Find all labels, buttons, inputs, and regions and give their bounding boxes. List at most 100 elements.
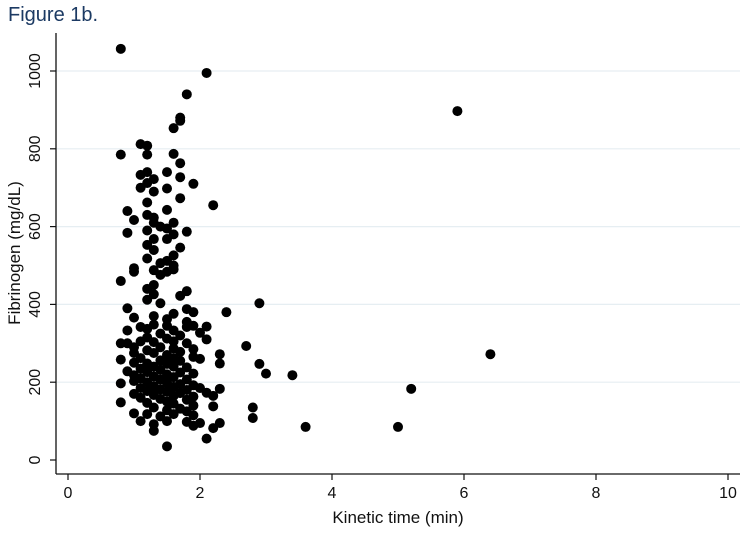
data-point [168, 372, 179, 383]
x-tick-label: 10 [719, 485, 737, 502]
data-point [201, 433, 212, 444]
data-point [175, 172, 186, 183]
x-tick-label: 0 [64, 485, 73, 502]
data-point [221, 307, 232, 318]
data-point [142, 140, 153, 151]
data-point [148, 402, 159, 413]
data-point [155, 342, 166, 353]
data-point [188, 344, 199, 355]
data-point [162, 441, 172, 452]
data-point [214, 349, 225, 360]
y-tick-label: 1000 [27, 53, 44, 89]
data-point [247, 402, 258, 413]
y-tick-label: 400 [27, 291, 44, 318]
data-point [142, 253, 153, 264]
data-point [142, 225, 153, 236]
data-point [406, 383, 417, 394]
data-point [168, 217, 179, 228]
y-tick-label: 800 [27, 135, 44, 162]
data-point [188, 420, 199, 431]
data-point [188, 307, 199, 318]
data-point [129, 357, 139, 368]
data-point [188, 320, 199, 331]
data-point [122, 227, 133, 238]
data-point [287, 370, 298, 381]
data-point [142, 409, 153, 420]
data-point [247, 412, 258, 423]
x-tick-label: 6 [460, 485, 469, 502]
data-point [168, 148, 179, 159]
data-point [135, 182, 146, 193]
data-point [148, 348, 159, 359]
data-point [129, 214, 139, 225]
data-point [129, 312, 139, 323]
data-point [181, 394, 192, 405]
data-point [142, 149, 153, 160]
data-point [175, 115, 186, 126]
data-point [254, 358, 265, 369]
data-point [208, 401, 219, 412]
data-points [115, 43, 496, 452]
data-point [201, 321, 212, 332]
grid-lines [56, 70, 740, 383]
data-point [148, 244, 159, 255]
data-point [175, 242, 186, 253]
data-point [208, 390, 219, 401]
axes: 0 200 400 600 800 1000 0 2 4 6 8 10 [27, 33, 740, 502]
data-point [168, 361, 179, 372]
data-point [122, 303, 133, 314]
data-point [155, 258, 166, 269]
data-point [214, 383, 225, 394]
data-point [148, 186, 159, 197]
y-tick-label: 0 [27, 455, 44, 464]
data-point [155, 269, 166, 280]
data-point [162, 223, 172, 234]
data-point [115, 378, 126, 389]
data-point [181, 338, 192, 349]
data-point [168, 123, 179, 134]
data-point [155, 298, 166, 309]
data-point [135, 336, 146, 347]
data-point [168, 390, 179, 401]
data-point [115, 43, 126, 54]
data-point [261, 368, 271, 379]
data-point [115, 276, 126, 287]
data-point [214, 358, 225, 369]
figure-label: Figure 1b. [8, 4, 99, 26]
data-point [115, 354, 126, 365]
x-tick-label: 4 [328, 485, 337, 502]
data-point [115, 397, 126, 408]
data-point [254, 298, 265, 309]
data-point [452, 106, 463, 117]
y-tick-label: 600 [27, 213, 44, 240]
data-point [142, 197, 153, 208]
data-point [201, 334, 212, 345]
data-point [135, 416, 146, 427]
data-point [162, 183, 172, 194]
data-point [162, 416, 172, 427]
x-tick-label: 2 [196, 485, 205, 502]
data-point [195, 327, 205, 338]
data-point [115, 149, 126, 160]
data-point [148, 425, 159, 436]
data-point [208, 200, 219, 211]
x-axis-label: Kinetic time (min) [332, 508, 463, 527]
data-point [175, 290, 186, 301]
data-point [175, 158, 186, 169]
data-point [129, 376, 139, 387]
data-point [168, 409, 179, 420]
data-point [148, 311, 159, 322]
data-point [208, 423, 219, 434]
data-point [175, 330, 186, 341]
data-point [148, 289, 159, 300]
data-point [129, 408, 139, 419]
x-tick-label: 8 [592, 485, 601, 502]
data-point [148, 234, 159, 245]
data-point [393, 421, 403, 432]
data-point [142, 283, 153, 294]
data-point [142, 323, 153, 334]
data-point [135, 169, 146, 180]
data-point [162, 234, 172, 245]
data-point [122, 325, 133, 336]
data-point [300, 421, 311, 432]
